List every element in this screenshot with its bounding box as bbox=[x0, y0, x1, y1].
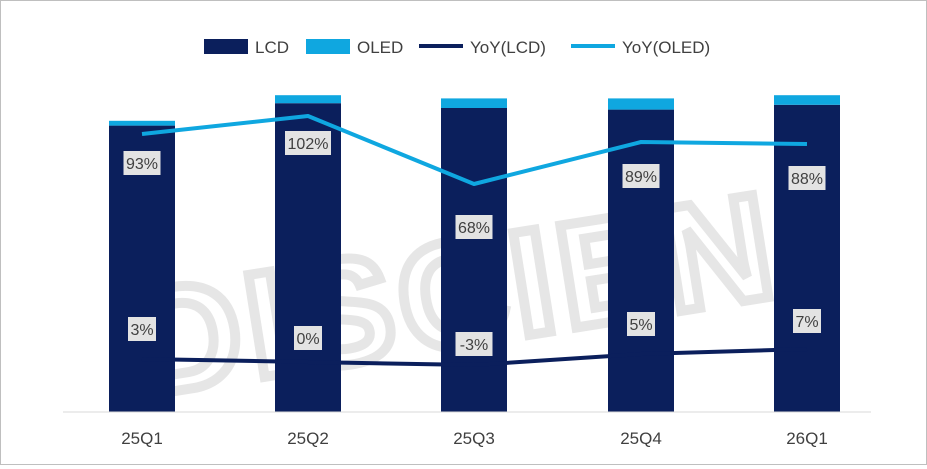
label-yoy-lcd-box bbox=[128, 317, 156, 341]
legend: LCD OLED YoY(LCD) YoY(OLED) bbox=[204, 38, 710, 57]
legend-swatch-oled bbox=[306, 39, 350, 54]
label-yoy-oled: 89% bbox=[625, 169, 657, 186]
category-label: 26Q1 bbox=[786, 429, 828, 448]
lines-layer bbox=[141, 114, 808, 367]
label-yoy-oled: 102% bbox=[288, 136, 329, 153]
bar-lcd bbox=[608, 109, 674, 412]
label-yoy-oled: 93% bbox=[126, 156, 158, 173]
label-yoy-oled-box bbox=[285, 131, 331, 155]
label-yoy-oled-box bbox=[622, 164, 660, 188]
legend-label-oled: OLED bbox=[357, 38, 403, 57]
label-yoy-lcd-box bbox=[294, 326, 322, 350]
labels-layer: 93% 102% 68% 89% 88% 3% 0% -3% 5% 7% bbox=[123, 131, 826, 356]
bar-oled bbox=[275, 95, 341, 104]
legend-label-yoy-lcd: YoY(LCD) bbox=[470, 38, 546, 57]
line-yoy-lcd bbox=[141, 347, 808, 367]
label-yoy-lcd: 3% bbox=[130, 322, 153, 339]
bar-oled bbox=[441, 98, 507, 108]
label-yoy-lcd: -3% bbox=[460, 337, 488, 354]
label-yoy-lcd: 7% bbox=[795, 314, 818, 331]
bar-lcd bbox=[441, 108, 507, 412]
label-yoy-lcd-box bbox=[455, 332, 493, 356]
bar-oled bbox=[774, 95, 840, 105]
line-yoy-oled bbox=[141, 114, 808, 186]
legend-label-yoy-oled: YoY(OLED) bbox=[622, 38, 710, 57]
bar-oled bbox=[109, 120, 175, 126]
category-label: 25Q4 bbox=[620, 429, 662, 448]
category-label: 25Q1 bbox=[121, 429, 163, 448]
bar-lcd bbox=[774, 104, 840, 413]
label-yoy-oled-box bbox=[788, 166, 826, 190]
label-yoy-oled-box bbox=[455, 215, 493, 239]
label-yoy-lcd-box bbox=[627, 312, 655, 336]
label-yoy-lcd-box bbox=[793, 309, 821, 333]
label-yoy-lcd: 0% bbox=[296, 331, 319, 348]
legend-label-lcd: LCD bbox=[255, 38, 289, 57]
category-axis: 25Q1 25Q2 25Q3 25Q4 26Q1 bbox=[121, 429, 828, 448]
category-label: 25Q2 bbox=[287, 429, 329, 448]
legend-swatch-lcd bbox=[204, 39, 248, 54]
label-yoy-lcd: 5% bbox=[629, 317, 652, 334]
label-yoy-oled: 88% bbox=[791, 171, 823, 188]
category-label: 25Q3 bbox=[453, 429, 495, 448]
label-yoy-oled-box bbox=[123, 151, 161, 175]
bar-oled bbox=[608, 98, 674, 110]
label-yoy-oled: 68% bbox=[458, 220, 490, 237]
